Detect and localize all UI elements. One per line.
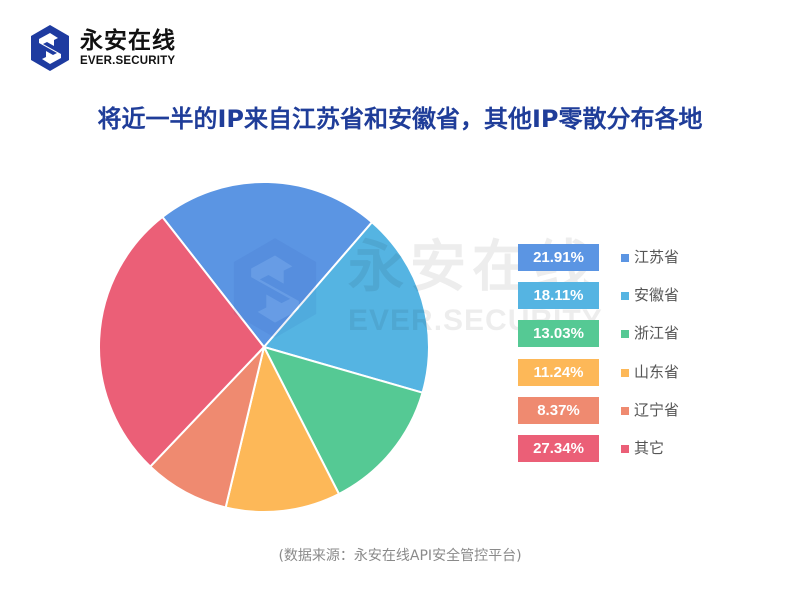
pie-slice-0 — [161, 181, 373, 348]
chart-legend: 21.91% 江苏省 18.11% 安徽省 13.03% 浙江省 11.24% … — [518, 244, 718, 473]
chart-title: 将近一半的IP来自江苏省和安徽省，其他IP零散分布各地 — [97, 105, 703, 133]
legend-item-other: 27.34% 其它 — [518, 434, 718, 462]
legend-swatch-icon — [621, 444, 629, 453]
legend-item-liaoning: 8.37% 辽宁省 — [518, 396, 718, 424]
legend-swatch-icon — [621, 292, 629, 301]
legend-swatch-icon — [621, 254, 629, 262]
legend-item-shandong: 11.24% 山东省 — [518, 358, 718, 386]
value-badge: 27.34% — [518, 434, 599, 462]
legend-label: 浙江省 — [634, 324, 680, 343]
legend-label: 安徽省 — [634, 286, 680, 305]
legend-item-anhui: 18.11% 安徽省 — [518, 282, 718, 310]
ever-security-logo-icon — [31, 25, 69, 71]
value-badge: 13.03% — [518, 320, 599, 348]
brand-name-en: EVER.SECURITY — [80, 55, 176, 67]
pie-slice-2 — [263, 346, 424, 495]
value-badge: 18.11% — [518, 282, 599, 310]
legend-label: 辽宁省 — [634, 400, 680, 419]
legend-label: 其它 — [634, 438, 665, 457]
pie-slice-1 — [263, 221, 430, 394]
pie-slice-4 — [149, 346, 265, 509]
legend-item-zhejiang: 13.03% 浙江省 — [518, 320, 718, 348]
legend-item-jiangsu: 21.91% 江苏省 — [518, 244, 718, 271]
value-badge: 11.24% — [518, 358, 599, 386]
legend-swatch-icon — [621, 368, 629, 377]
brand-logo: 永安在线 EVER.SECURITY — [30, 22, 180, 74]
legend-label: 山东省 — [634, 362, 680, 381]
value-badge: 21.91% — [518, 244, 599, 271]
legend-label: 江苏省 — [634, 248, 680, 266]
brand-name-cn: 永安在线 — [80, 28, 176, 54]
pie-slice-5 — [98, 215, 265, 468]
data-source-note: (数据来源：永安在线API安全管控平台) — [278, 548, 522, 564]
legend-swatch-icon — [621, 406, 629, 415]
value-badge: 8.37% — [518, 396, 599, 424]
legend-swatch-icon — [621, 330, 629, 339]
pie-slice-3 — [224, 346, 340, 513]
